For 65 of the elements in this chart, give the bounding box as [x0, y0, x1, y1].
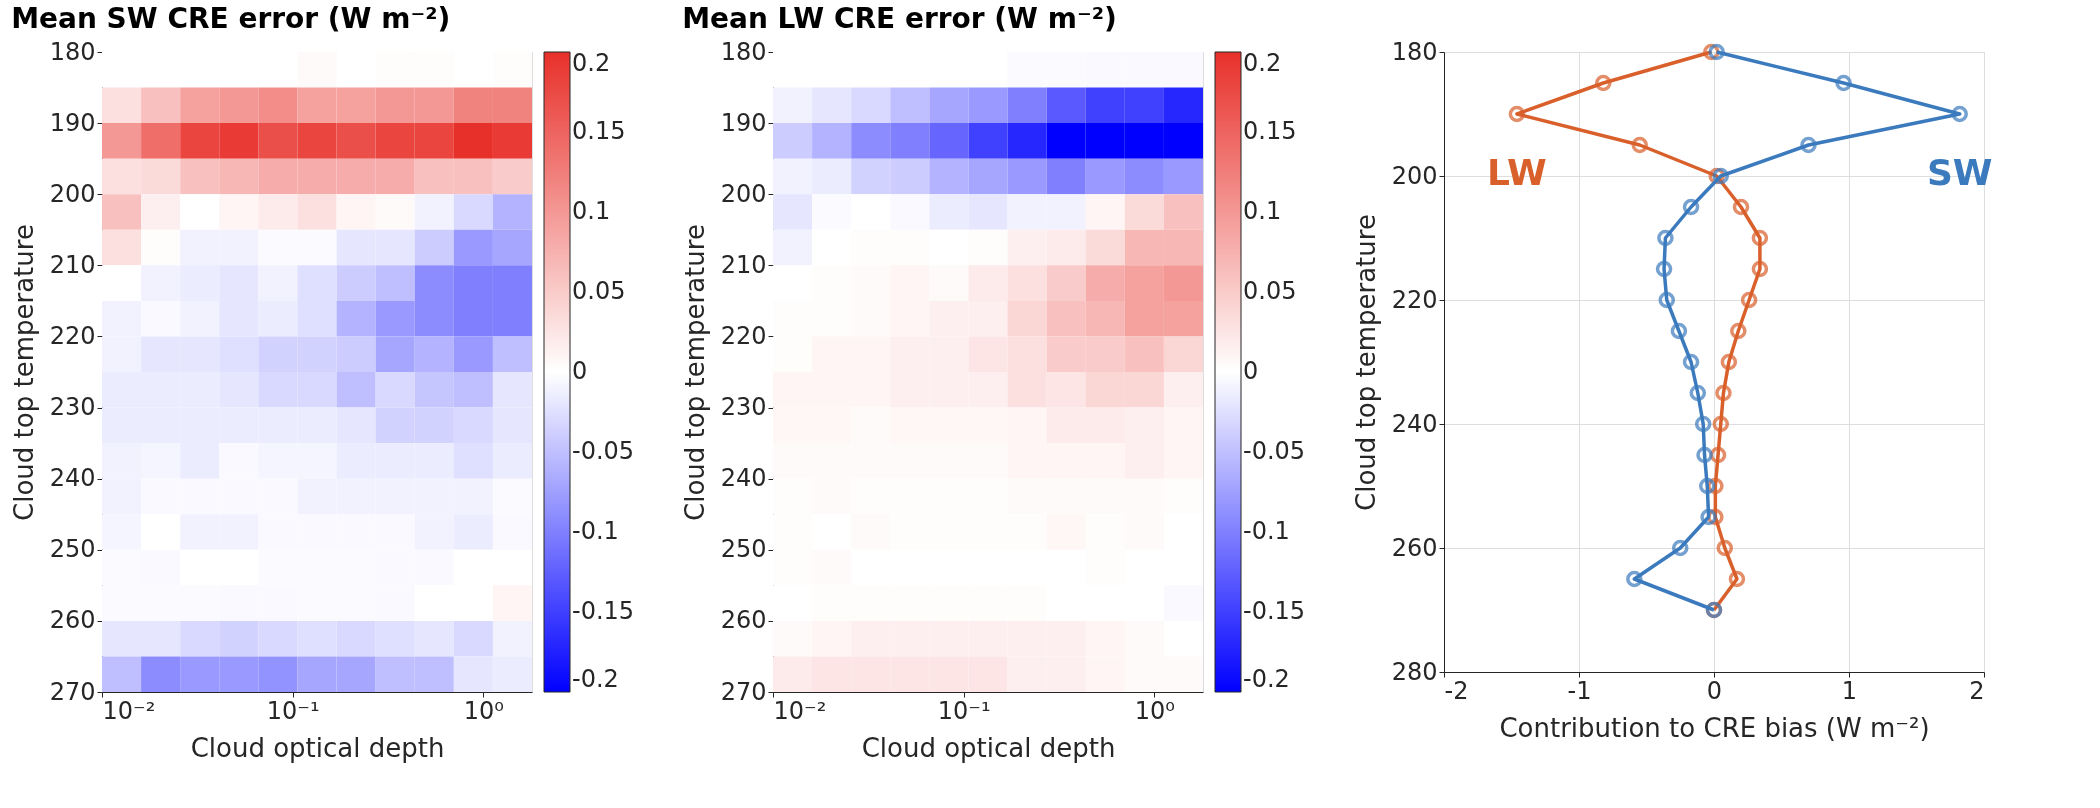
y-tick-label: 180	[49, 37, 96, 66]
x-axis-title: Cloud optical depth	[861, 732, 1116, 763]
x-axis-title: Cloud optical depth	[190, 732, 445, 763]
color-bar-label: 0.15	[1243, 117, 1297, 145]
y-tick-label: 200	[49, 179, 96, 208]
y-tick-label: 270	[720, 677, 767, 706]
y-tick-label: 270	[49, 677, 96, 706]
y-tick-label: 230	[720, 393, 767, 422]
x-tick-label: -1	[1567, 676, 1592, 705]
y-tick-label: 260	[720, 606, 767, 635]
color-bar-label: 0.1	[1243, 197, 1282, 225]
color-bar-label: -0.1	[1243, 517, 1290, 545]
x-tick-label: 10⁰	[1134, 696, 1175, 725]
x-tick-label: -2	[1444, 676, 1469, 705]
x-tick-label: 10⁻²	[773, 696, 827, 725]
color-bar-label: 0.2	[572, 49, 611, 77]
y-tick-label: 250	[49, 535, 96, 564]
y-tick-label: 210	[49, 250, 96, 279]
y-axis-title: Cloud top temperature	[1350, 214, 1381, 511]
y-tick-label: 180	[720, 37, 767, 66]
x-tick-label: 2	[1969, 676, 1985, 705]
x-tick-label: 0	[1706, 676, 1723, 705]
y-tick-label: 240	[720, 464, 767, 493]
color-bar-label: -0.1	[572, 517, 619, 545]
x-tick-label: 10⁻¹	[266, 696, 320, 725]
y-tick-label: 180	[1391, 37, 1438, 66]
x-tick-label: 1	[1841, 676, 1858, 705]
y-tick-label: 190	[720, 108, 767, 137]
y-tick-label: 240	[1391, 409, 1438, 438]
x-tick-label: 10⁻²	[102, 696, 156, 725]
series-label: SW	[1926, 152, 1993, 193]
y-tick-label: 250	[720, 535, 767, 564]
color-bar-label: 0.05	[1243, 277, 1297, 305]
chart-title: Mean LW CRE error (W m⁻²)	[682, 2, 1117, 35]
y-tick-label: 200	[720, 179, 767, 208]
y-tick-label: 220	[49, 321, 96, 350]
color-bar-label: -0.15	[1243, 597, 1306, 625]
y-tick-label: 280	[1391, 657, 1438, 686]
color-bar-label: -0.05	[572, 437, 635, 465]
chart-title: Mean SW CRE error (W m⁻²)	[11, 2, 451, 35]
color-bar-label: 0	[572, 357, 588, 385]
y-tick-label: 200	[1391, 161, 1438, 190]
color-bar-label: 0	[1243, 357, 1259, 385]
color-bar-label: 0.1	[572, 197, 611, 225]
x-tick-label: 10⁰	[463, 696, 504, 725]
y-tick-label: 220	[1391, 285, 1438, 314]
color-bar-label: 0.05	[572, 277, 626, 305]
y-axis-title: Cloud top temperature	[679, 224, 710, 521]
y-tick-label: 190	[49, 108, 96, 137]
color-bar-label: -0.2	[1243, 665, 1290, 693]
color-bar-label: -0.05	[1243, 437, 1306, 465]
color-bar-label: -0.2	[572, 665, 619, 693]
y-tick-label: 260	[49, 606, 96, 635]
y-tick-label: 240	[49, 464, 96, 493]
series-label: LW	[1486, 152, 1547, 193]
color-bar-label: 0.15	[572, 117, 626, 145]
color-bar-label: -0.15	[572, 597, 635, 625]
y-tick-label: 210	[720, 250, 767, 279]
color-bar-label: 0.2	[1243, 49, 1282, 77]
x-axis-title: Contribution to CRE bias (W m⁻²)	[1499, 712, 1930, 743]
y-tick-label: 220	[720, 321, 767, 350]
y-tick-label: 230	[49, 393, 96, 422]
x-tick-label: 10⁻¹	[937, 696, 991, 725]
y-axis-title: Cloud top temperature	[8, 224, 39, 521]
y-tick-label: 260	[1391, 533, 1438, 562]
